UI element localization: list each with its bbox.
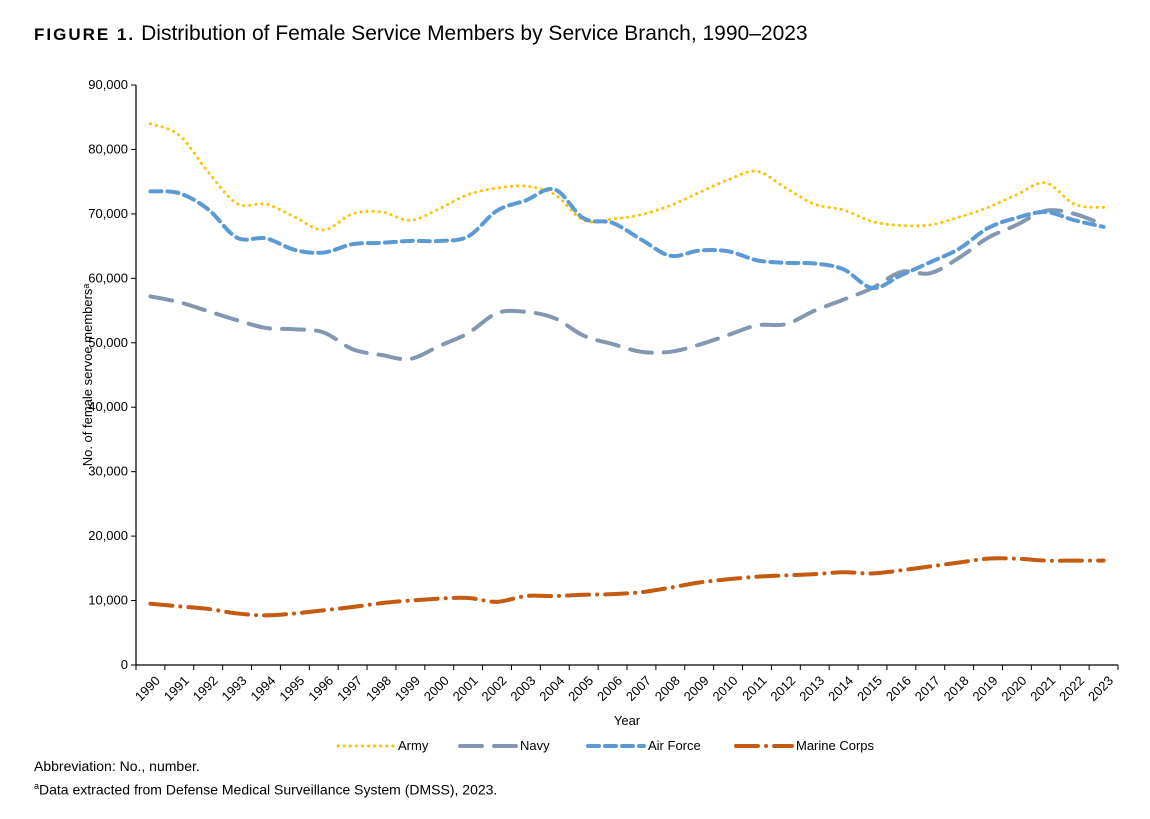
legend-label-air-force: Air Force	[648, 738, 701, 753]
y-tick-label: 90,000	[88, 77, 128, 92]
x-tick-label: 2022	[1056, 673, 1087, 704]
x-tick-label: 1992	[190, 673, 221, 704]
x-tick-label: 2002	[479, 673, 510, 704]
x-tick-label: 1999	[392, 673, 423, 704]
x-tick-label: 2009	[681, 673, 712, 704]
x-tick-label: 2019	[970, 673, 1001, 704]
x-tick-label: 1996	[305, 673, 336, 704]
x-tick-label: 2023	[1085, 673, 1116, 704]
legend-label-army: Army	[398, 738, 429, 753]
x-tick-label: 2014	[825, 673, 856, 704]
x-axis-title: Year	[614, 713, 641, 728]
x-tick-label: 2008	[652, 673, 683, 704]
x-tick-label: 1990	[132, 673, 163, 704]
y-tick-label: 60,000	[88, 270, 128, 285]
x-tick-label: 2007	[623, 673, 654, 704]
y-axis-title: No. of female servoe membersᵃ	[80, 284, 95, 467]
x-tick-label: 2016	[883, 673, 914, 704]
x-tick-label: 2010	[710, 673, 741, 704]
x-tick-label: 2000	[421, 673, 452, 704]
series-line-marine-corps	[148, 556, 1106, 618]
y-tick-label: 40,000	[88, 399, 128, 414]
y-tick-label: 30,000	[88, 464, 128, 479]
data-source-note: aData extracted from Defense Medical Sur…	[34, 781, 497, 798]
x-tick-label: 2005	[565, 673, 596, 704]
legend-label-navy: Navy	[520, 738, 550, 753]
y-tick-label: 80,000	[88, 141, 128, 156]
data-source-text: Data extracted from Defense Medical Surv…	[39, 781, 498, 798]
y-tick-label: 20,000	[88, 528, 128, 543]
figure-title-text: Distribution of Female Service Members b…	[141, 22, 808, 45]
x-tick-label: 1998	[363, 673, 394, 704]
legend-label-marine-corps: Marine Corps	[796, 738, 875, 753]
abbreviation-note: Abbreviation: No., number.	[34, 758, 200, 774]
x-tick-label: 2006	[594, 673, 625, 704]
x-tick-label: 2020	[998, 673, 1029, 704]
series-line-air-force	[148, 186, 1106, 291]
x-tick-label: 1994	[247, 673, 278, 704]
x-tick-label: 2003	[507, 673, 538, 704]
x-tick-label: 2017	[912, 673, 943, 704]
figure-label: FIGURE 1.	[34, 25, 136, 44]
x-tick-label: 1991	[161, 673, 192, 704]
x-tick-label: 2021	[1027, 673, 1058, 704]
x-tick-label: 2001	[450, 673, 481, 704]
y-tick-label: 0	[121, 657, 128, 672]
x-tick-label: 2015	[854, 673, 885, 704]
x-tick-label: 2011	[739, 673, 769, 703]
footnote-marker: a	[34, 781, 40, 791]
x-tick-label: 1995	[276, 673, 307, 704]
figure-title: FIGURE 1. Distribution of Female Service …	[34, 22, 808, 46]
y-tick-label: 10,000	[88, 593, 128, 608]
x-tick-label: 2018	[941, 673, 972, 704]
x-tick-label: 2013	[796, 673, 827, 704]
series-line-army	[148, 122, 1106, 232]
x-tick-label: 2004	[536, 673, 567, 704]
y-tick-label: 70,000	[88, 206, 128, 221]
y-tick-label: 50,000	[88, 335, 128, 350]
x-tick-label: 2012	[767, 673, 798, 704]
x-tick-label: 1997	[334, 673, 365, 704]
x-tick-label: 1993	[219, 673, 250, 704]
